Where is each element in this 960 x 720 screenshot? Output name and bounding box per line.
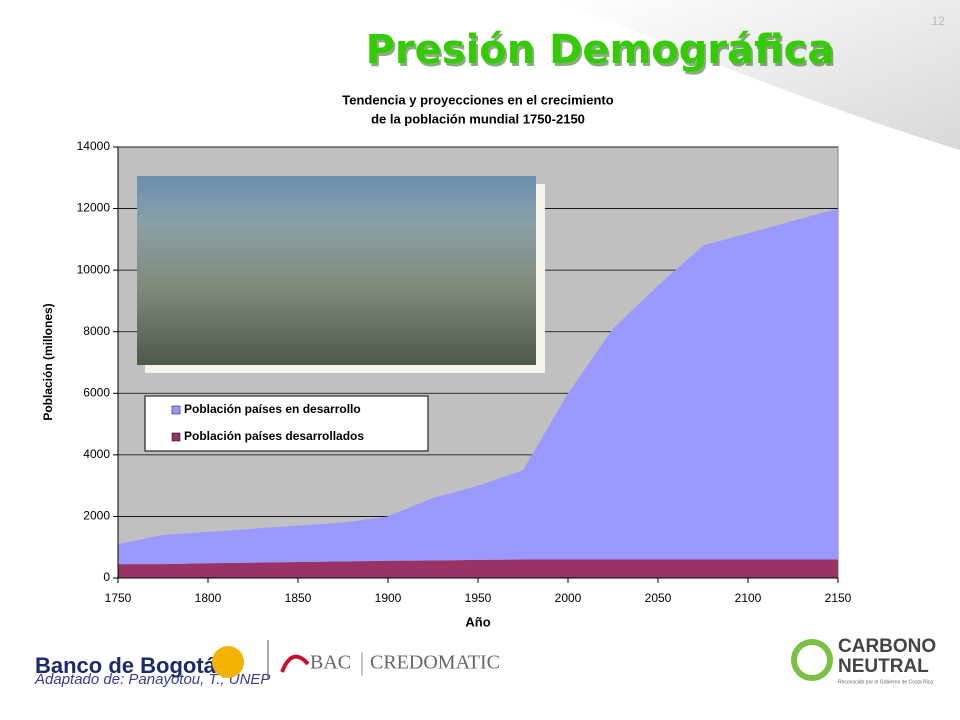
carbono-logo: CARBONO	[838, 636, 936, 657]
y-tick-label: 12000	[77, 201, 111, 215]
x-tick-label: 2000	[555, 591, 582, 605]
legend-swatch	[171, 432, 181, 442]
chart: Tendencia y proyecciones en el crecimien…	[41, 92, 851, 629]
recognized-text: Reconocido por el Gobierno de Costa Rica	[838, 679, 933, 685]
legend-swatch	[171, 405, 181, 415]
bac-logo: BAC	[310, 652, 351, 674]
chart-title: Tendencia y proyecciones en el crecimien…	[342, 92, 613, 107]
y-tick-label: 8000	[83, 324, 110, 338]
credomatic-logo: CREDOMATIC	[370, 652, 500, 674]
x-tick-label: 1750	[105, 591, 132, 605]
bac-icon	[280, 654, 310, 673]
x-tick-label: 1800	[195, 591, 222, 605]
x-axis-label: Año	[465, 614, 490, 629]
y-tick-label: 14000	[77, 139, 111, 153]
photo	[137, 176, 536, 365]
bank-icon	[212, 646, 244, 678]
area	[118, 208, 838, 565]
x-tick-label: 1850	[285, 591, 312, 605]
y-tick-label: 10000	[77, 262, 111, 276]
source: Adaptado de: Panayotou, T.; UNEP	[34, 671, 270, 688]
area	[118, 559, 838, 578]
carbono-icon	[791, 639, 833, 681]
chart-title: de la población mundial 1750-2150	[371, 111, 585, 126]
neutral-logo: NEUTRAL	[838, 656, 929, 677]
x-tick-label: 1900	[375, 591, 402, 605]
legend-label: Población países en desarrollo	[184, 402, 361, 416]
heading-shadow: Presión Demográfica	[368, 30, 837, 76]
heading: Presión Demográfica	[366, 27, 835, 73]
bank-logo: Banco de Bogotá	[35, 653, 217, 678]
y-axis-label: Población (millones)	[41, 303, 55, 420]
y-tick-label: 6000	[83, 385, 110, 399]
legend	[144, 395, 429, 452]
x-tick-label: 2150	[825, 591, 852, 605]
y-tick-label: 2000	[83, 509, 110, 523]
x-tick-label: 2050	[645, 591, 672, 605]
swoosh	[560, 0, 960, 150]
x-tick-label: 1950	[465, 591, 492, 605]
page-number: 12	[932, 14, 946, 28]
legend-label: Población países desarrollados	[184, 429, 364, 443]
y-tick-label: 0	[103, 570, 110, 584]
y-tick-label: 4000	[83, 447, 110, 461]
x-tick-label: 2100	[735, 591, 762, 605]
